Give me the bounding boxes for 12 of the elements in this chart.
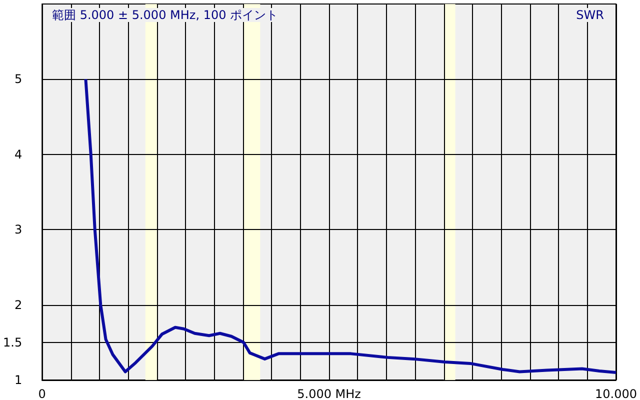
annotation: 範囲 5.000 ± 5.000 MHz, 100 ポイント <box>52 8 278 22</box>
y-tick-label: 1 <box>14 373 22 387</box>
y-tick-label: 4 <box>14 147 22 162</box>
line-series <box>84 78 618 374</box>
y-tick-label: 5 <box>14 72 22 86</box>
y-tick-label: 3 <box>14 222 22 237</box>
y-tick-label: 1.5 <box>2 335 22 350</box>
x-tick-label: 0 <box>38 387 46 400</box>
y-axis-title: SWR <box>576 8 604 22</box>
y-tick-label: 2 <box>14 298 22 312</box>
x-tick-label: 5.000 MHz <box>297 387 361 400</box>
x-tick-label: 10.000 <box>595 387 638 400</box>
